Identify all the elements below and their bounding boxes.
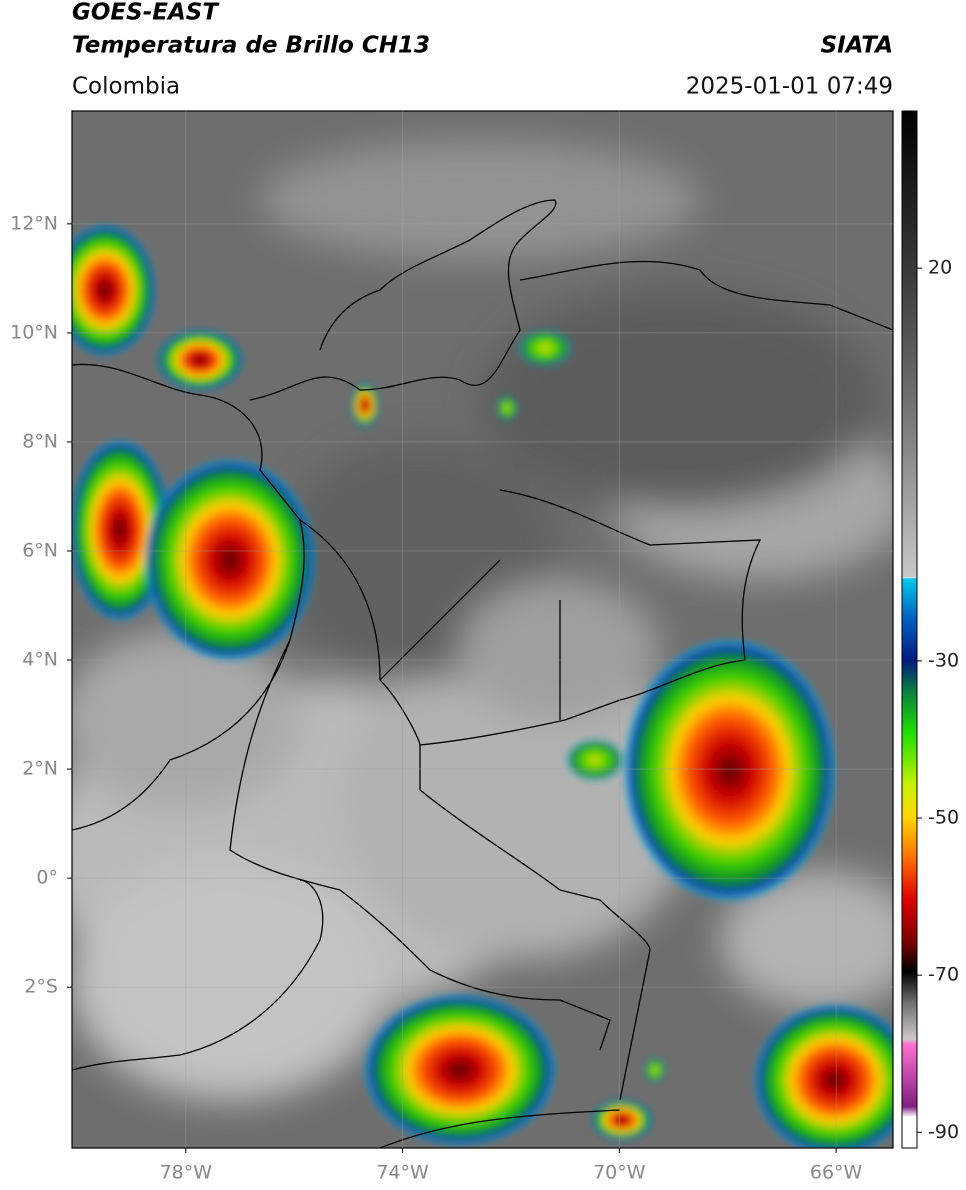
lat-tick-label: 8°N	[22, 430, 58, 452]
lat-tick-label: 2°N	[22, 758, 58, 780]
lat-tick-label: 0°	[36, 867, 58, 889]
colorbar-tick-label: -50	[928, 807, 959, 829]
lat-tick-label: 12°N	[10, 212, 58, 234]
graticule	[72, 111, 893, 1148]
product-title: Temperatura de Brillo CH13	[72, 33, 430, 59]
satellite-title: GOES-EAST	[72, 0, 220, 26]
region-label: Colombia	[72, 74, 180, 100]
lat-tick-label: 2°S	[24, 976, 58, 998]
colorbar-tick-label: -70	[928, 964, 959, 986]
map-frame	[71, 110, 894, 1149]
lon-tick-label: 66°W	[810, 1162, 863, 1184]
colorbar	[901, 110, 918, 1149]
colorbar-tick-label: 20	[928, 257, 952, 279]
lat-tick-label: 10°N	[10, 321, 58, 343]
lat-tick-label: 6°N	[22, 539, 58, 561]
satellite-image	[72, 111, 893, 1148]
lon-tick-label: 78°W	[160, 1162, 213, 1184]
lon-tick-label: 74°W	[376, 1162, 429, 1184]
lon-tick-label: 70°W	[593, 1162, 646, 1184]
lat-tick-label: 4°N	[22, 649, 58, 671]
source-label: SIATA	[821, 33, 893, 59]
datetime-label: 2025-01-01 07:49	[686, 74, 893, 100]
colorbar-tick-label: -90	[928, 1121, 959, 1143]
colorbar-tick-label: -30	[928, 649, 959, 671]
